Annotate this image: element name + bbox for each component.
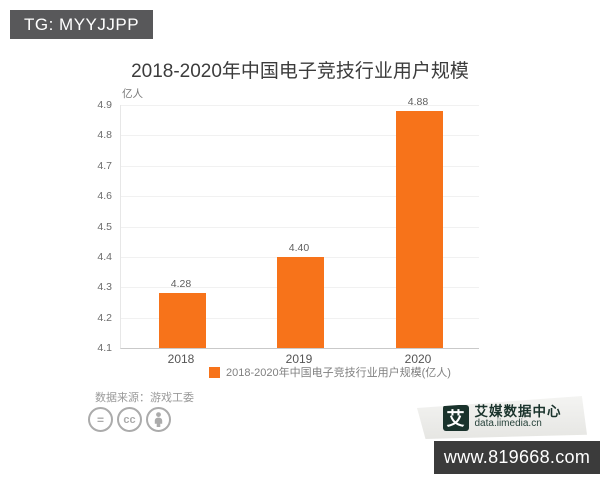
bar-2018 bbox=[158, 293, 206, 348]
bar-chart-plot-area bbox=[120, 105, 479, 349]
gridline bbox=[121, 166, 479, 167]
chart-legend: 2018-2020年中国电子竞技行业用户规模(亿人) bbox=[120, 364, 540, 380]
bar-value-label: 4.40 bbox=[288, 241, 310, 254]
tg-watermark-text: TG: MYYJJPP bbox=[24, 14, 140, 34]
equals-nd-glyph: = bbox=[96, 412, 104, 427]
y-tick-label: 4.2 bbox=[97, 311, 112, 324]
equals-nd-icon: = bbox=[88, 407, 113, 432]
bar-2020 bbox=[395, 111, 443, 348]
y-tick-label: 4.7 bbox=[97, 159, 112, 172]
y-tick-label: 4.3 bbox=[97, 281, 112, 294]
license-icon-row: = cc bbox=[88, 407, 171, 432]
gridline bbox=[121, 135, 479, 136]
y-tick-label: 4.1 bbox=[97, 342, 112, 354]
iimedia-logo-domain: data.iimedia.cn bbox=[474, 418, 542, 430]
person-by-glyph bbox=[154, 412, 163, 427]
iimedia-logo-texts: 艾媒数据中心 data.iimedia.cn bbox=[474, 404, 562, 430]
person-by-icon bbox=[146, 407, 171, 432]
bar-value-label: 4.88 bbox=[407, 96, 429, 109]
iimedia-logo-ribbon: 艾 艾媒数据中心 data.iimedia.cn bbox=[417, 396, 587, 439]
y-tick-label: 4.9 bbox=[97, 99, 112, 111]
cc-glyph: cc bbox=[123, 413, 136, 426]
x-tick-label: 2018 bbox=[167, 352, 195, 366]
y-axis-unit-label: 亿人 bbox=[122, 88, 143, 100]
y-tick-label: 4.6 bbox=[97, 190, 112, 203]
gridline bbox=[121, 227, 479, 228]
bar-2019 bbox=[276, 257, 324, 348]
chart-title: 2018-2020年中国电子竞技行业用户规模 bbox=[131, 61, 469, 82]
y-tick-label: 4.5 bbox=[97, 220, 112, 233]
iimedia-logo-icon: 艾 bbox=[442, 404, 469, 431]
y-tick-label: 4.4 bbox=[97, 250, 112, 263]
gridline bbox=[121, 105, 479, 106]
x-tick-label: 2020 bbox=[404, 352, 432, 366]
gridline bbox=[121, 196, 479, 197]
iimedia-logo-name: 艾媒数据中心 bbox=[474, 404, 562, 420]
website-watermark-text: www.819668.com bbox=[443, 447, 591, 467]
bar-value-label: 4.28 bbox=[170, 278, 192, 291]
legend-swatch-icon bbox=[209, 366, 221, 378]
x-tick-label: 2019 bbox=[285, 352, 313, 366]
y-tick-label: 4.8 bbox=[97, 129, 112, 142]
legend-label: 2018-2020年中国电子竞技行业用户规模(亿人) bbox=[226, 367, 451, 379]
website-watermark-box: www.819668.com bbox=[434, 441, 600, 474]
cc-icon: cc bbox=[117, 407, 142, 432]
data-source-note: 数据来源：游戏工委 bbox=[95, 392, 194, 404]
tg-watermark-banner: TG: MYYJJPP bbox=[10, 10, 154, 39]
